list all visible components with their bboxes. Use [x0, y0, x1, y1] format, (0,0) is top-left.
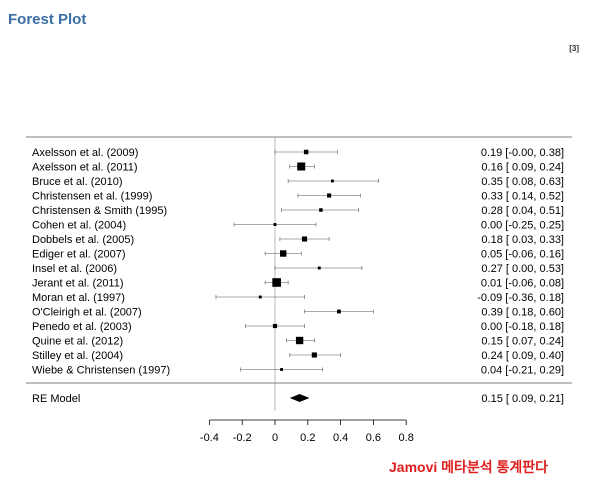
x-tick-label: 0.2 [300, 432, 315, 444]
plot-frame [26, 136, 572, 411]
summary-value: 0.15 [ 0.09, 0.21] [481, 393, 564, 405]
x-tick-label: -0.4 [200, 432, 219, 444]
study-label: O'Cleirigh et al. (2007) [32, 307, 142, 319]
point-estimate [317, 266, 321, 270]
page-title: Forest Plot [8, 11, 87, 28]
effect-value: 0.01 [-0.06, 0.08] [481, 278, 564, 290]
point-estimate [295, 336, 304, 345]
effect-value: 0.15 [ 0.07, 0.24] [481, 336, 564, 348]
effect-value: -0.09 [-0.36, 0.18] [477, 292, 564, 304]
effect-value: 0.00 [-0.18, 0.18] [481, 321, 564, 333]
point-estimate [301, 236, 308, 242]
x-tick-label: 0 [272, 432, 278, 444]
point-estimate [327, 193, 332, 198]
study-labels: Axelsson et al. (2009) Axelsson et al. (2… [32, 147, 170, 405]
point-estimate [311, 352, 317, 358]
effect-value: 0.05 [-0.06, 0.16] [481, 249, 564, 261]
study-label: Stilley et al. (2004) [32, 350, 123, 362]
study-label: Penedo et al. (2003) [32, 321, 132, 333]
study-label: Cohen et al. (2004) [32, 220, 126, 232]
effect-value: 0.33 [ 0.14, 0.52] [481, 191, 564, 203]
point-estimate [337, 309, 341, 314]
effect-value: 0.00 [-0.25, 0.25] [481, 220, 564, 232]
effect-value: 0.16 [ 0.09, 0.24] [481, 162, 564, 174]
point-estimates [258, 149, 341, 402]
x-tick-label: 0.8 [399, 432, 414, 444]
study-label: Moran et al. (1997) [32, 292, 125, 304]
effect-value: 0.35 [ 0.08, 0.63] [481, 176, 564, 188]
point-estimate [280, 368, 283, 371]
effect-value: 0.39 [ 0.18, 0.60] [481, 307, 564, 319]
summary-label: RE Model [32, 393, 80, 405]
study-label: Axelsson et al. (2011) [32, 162, 138, 174]
watermark: Jamovi 메타분석 통계판다 [389, 459, 549, 475]
point-estimate [280, 250, 287, 257]
x-axis: -0.4 -0.2 0 0.2 0.4 0.6 0.8 [200, 419, 414, 444]
point-estimate [273, 223, 277, 226]
point-estimate [272, 278, 281, 287]
effect-value: 0.19 [-0.00, 0.38] [481, 147, 564, 159]
study-label: Dobbels et al. (2005) [32, 234, 134, 246]
reference-marker: [3] [569, 44, 579, 53]
study-label: Insel et al. (2006) [32, 263, 117, 275]
point-estimate [297, 162, 306, 171]
study-label: Christensen et al. (1999) [32, 191, 152, 203]
x-tick-label: -0.2 [233, 432, 252, 444]
study-label: Jerant et al. (2011) [32, 278, 124, 290]
summary-diamond [289, 394, 310, 402]
effect-value: 0.04 [-0.21, 0.29] [481, 365, 564, 377]
effect-value: 0.28 [ 0.04, 0.51] [481, 205, 564, 217]
effect-value: 0.24 [ 0.09, 0.40] [481, 350, 564, 362]
study-label: Bruce et al. (2010) [32, 176, 123, 188]
study-label: Ediger et al. (2007) [32, 249, 126, 261]
study-label: Quine et al. (2012) [32, 336, 123, 348]
point-estimate [303, 149, 309, 155]
point-estimate [272, 323, 278, 329]
effect-values: 0.19 [-0.00, 0.38] 0.16 [ 0.09, 0.24] 0.35… [477, 147, 564, 405]
x-tick-label: 0.4 [333, 432, 348, 444]
point-estimate [258, 295, 262, 299]
effect-value: 0.18 [ 0.03, 0.33] [481, 234, 564, 246]
effect-value: 0.27 [ 0.00, 0.53] [481, 263, 564, 275]
study-label: Wiebe & Christensen (1997) [32, 365, 170, 377]
point-estimate [330, 179, 334, 183]
x-tick-label: 0.6 [366, 432, 381, 444]
point-estimate [319, 208, 323, 212]
study-label: Christensen & Smith (1995) [32, 205, 167, 217]
study-label: Axelsson et al. (2009) [32, 147, 138, 159]
